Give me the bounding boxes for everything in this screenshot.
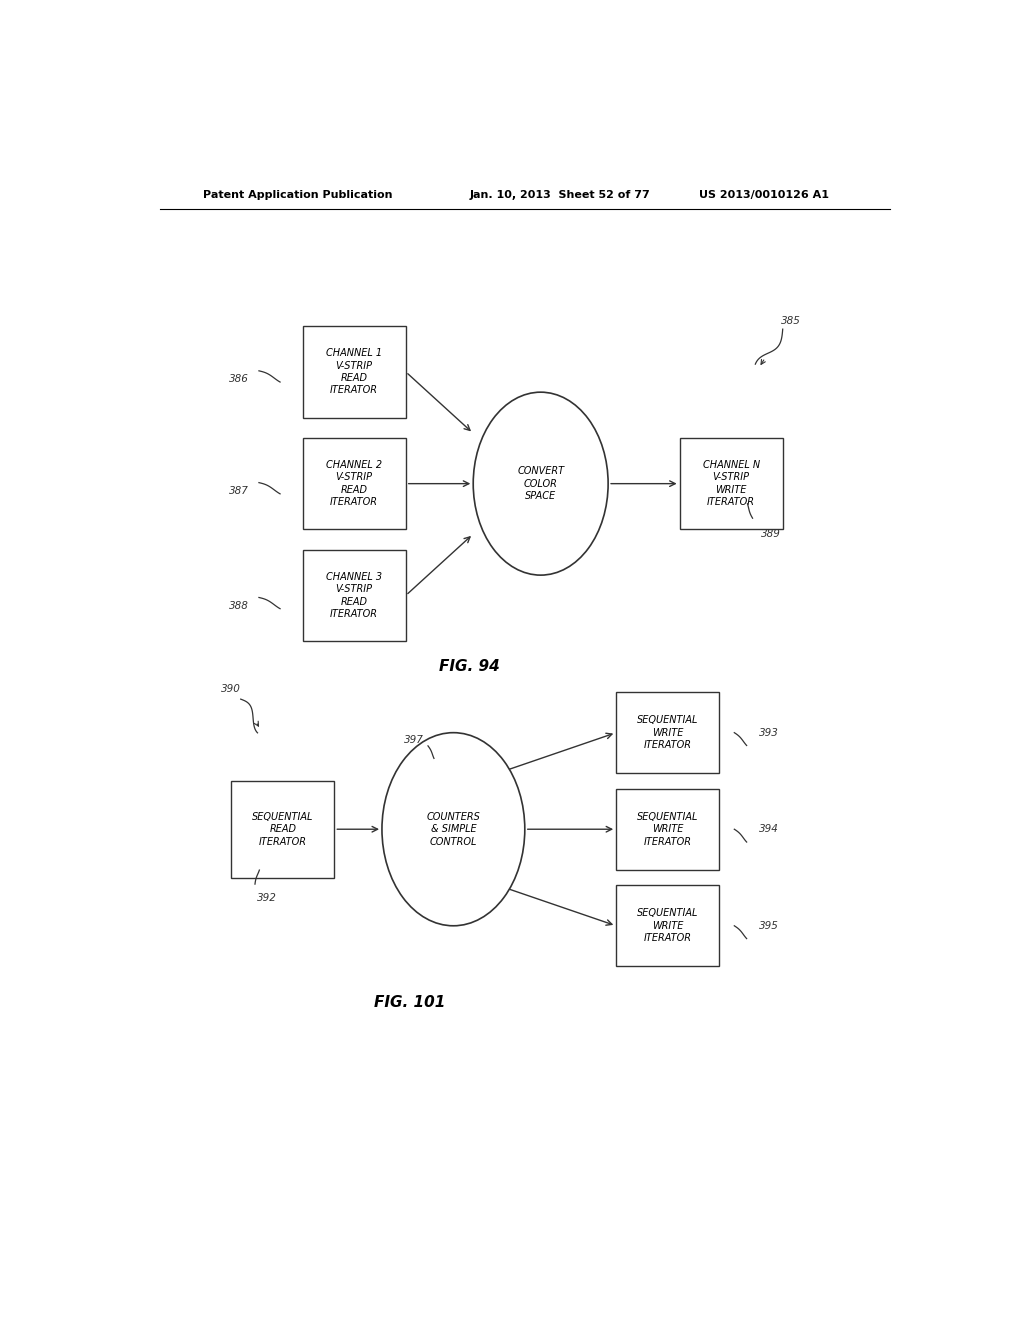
Text: CONVERT
COLOR
SPACE: CONVERT COLOR SPACE [517, 466, 564, 502]
Text: CHANNEL 1
V-STRIP
READ
ITERATOR: CHANNEL 1 V-STRIP READ ITERATOR [326, 348, 382, 396]
FancyBboxPatch shape [303, 326, 406, 417]
Ellipse shape [382, 733, 524, 925]
FancyBboxPatch shape [616, 788, 719, 870]
Text: 394: 394 [759, 824, 779, 834]
FancyBboxPatch shape [303, 438, 406, 529]
Text: Jan. 10, 2013  Sheet 52 of 77: Jan. 10, 2013 Sheet 52 of 77 [469, 190, 650, 201]
Text: CHANNEL 2
V-STRIP
READ
ITERATOR: CHANNEL 2 V-STRIP READ ITERATOR [326, 461, 382, 507]
Text: SEQUENTIAL
READ
ITERATOR: SEQUENTIAL READ ITERATOR [252, 812, 313, 846]
FancyBboxPatch shape [616, 886, 719, 966]
Text: 397: 397 [403, 735, 424, 744]
FancyBboxPatch shape [680, 438, 782, 529]
Text: US 2013/0010126 A1: US 2013/0010126 A1 [699, 190, 829, 201]
FancyBboxPatch shape [303, 549, 406, 642]
Text: 392: 392 [257, 894, 276, 903]
Text: SEQUENTIAL
WRITE
ITERATOR: SEQUENTIAL WRITE ITERATOR [637, 908, 698, 944]
Text: CHANNEL 3
V-STRIP
READ
ITERATOR: CHANNEL 3 V-STRIP READ ITERATOR [326, 572, 382, 619]
Text: 387: 387 [229, 486, 249, 496]
Text: COUNTERS
& SIMPLE
CONTROL: COUNTERS & SIMPLE CONTROL [426, 812, 480, 846]
Text: 389: 389 [761, 529, 780, 540]
Text: FIG. 94: FIG. 94 [439, 659, 500, 675]
Text: 386: 386 [229, 374, 249, 384]
Text: 395: 395 [759, 921, 779, 931]
Text: 393: 393 [759, 727, 779, 738]
Text: FIG. 101: FIG. 101 [374, 994, 445, 1010]
Text: CHANNEL N
V-STRIP
WRITE
ITERATOR: CHANNEL N V-STRIP WRITE ITERATOR [702, 461, 760, 507]
Text: SEQUENTIAL
WRITE
ITERATOR: SEQUENTIAL WRITE ITERATOR [637, 715, 698, 750]
Text: 390: 390 [221, 684, 241, 694]
Ellipse shape [473, 392, 608, 576]
Text: 388: 388 [229, 601, 249, 611]
Text: 385: 385 [780, 315, 801, 326]
FancyBboxPatch shape [616, 692, 719, 774]
Text: Patent Application Publication: Patent Application Publication [204, 190, 393, 201]
FancyBboxPatch shape [231, 781, 334, 878]
Text: SEQUENTIAL
WRITE
ITERATOR: SEQUENTIAL WRITE ITERATOR [637, 812, 698, 846]
